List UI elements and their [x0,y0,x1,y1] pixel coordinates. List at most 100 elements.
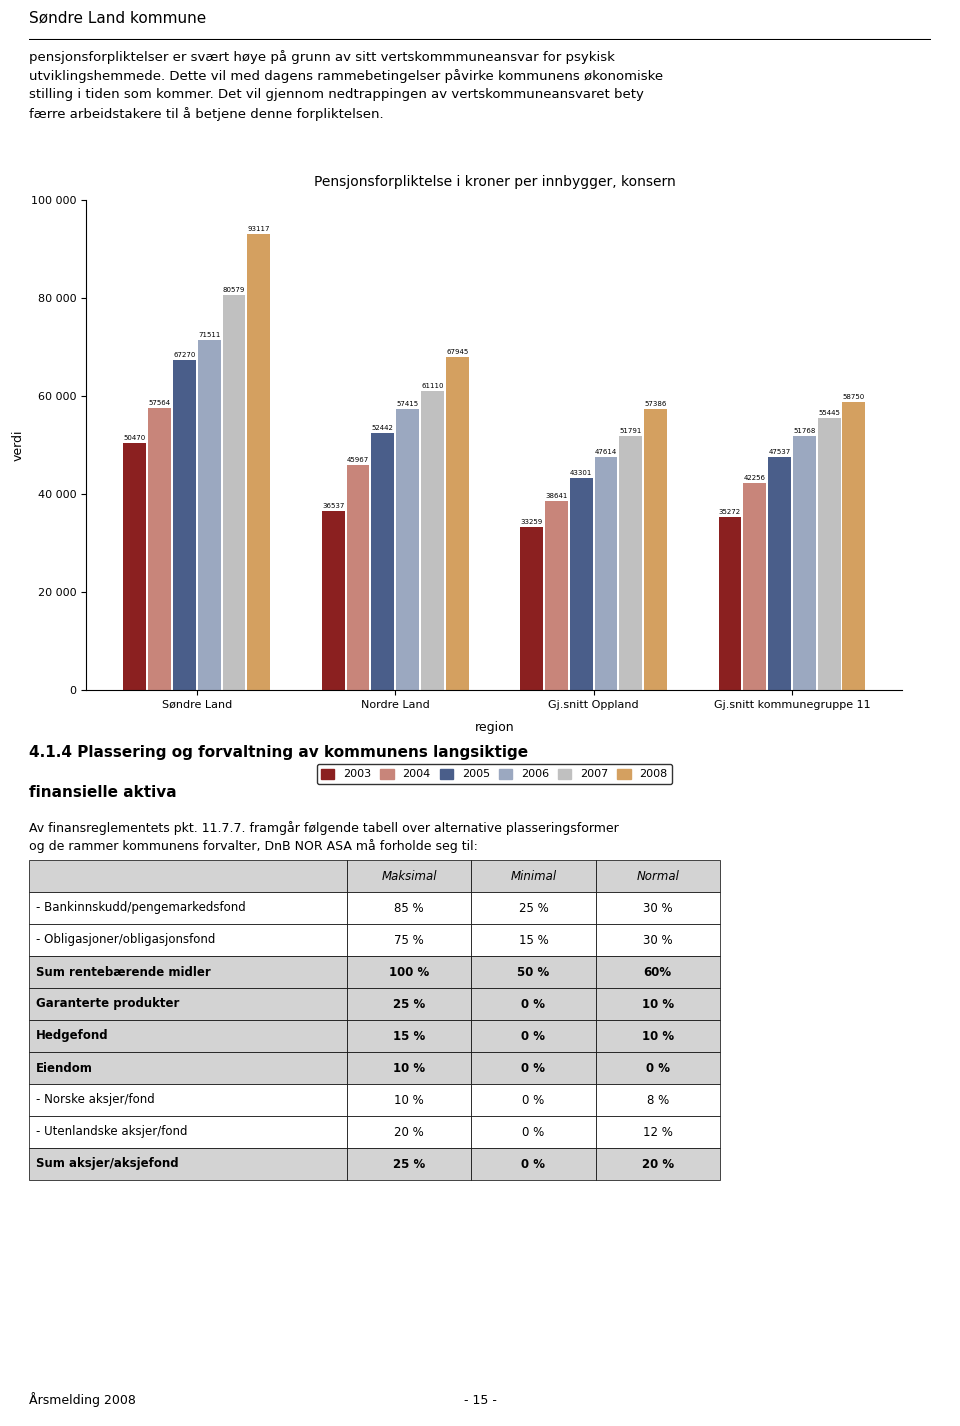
Bar [248,234,271,690]
Text: 80579: 80579 [223,287,245,294]
Bar [347,1148,471,1179]
Text: - Bankinnskudd/pengemarkedsfond: - Bankinnskudd/pengemarkedsfond [36,901,246,914]
Bar [396,409,419,690]
Text: Hedgefond: Hedgefond [36,1030,108,1042]
Text: Minimal: Minimal [511,870,557,883]
Text: 25 %: 25 % [393,998,425,1011]
Bar [595,1148,720,1179]
Legend: 2003, 2004, 2005, 2006, 2007, 2008: 2003, 2004, 2005, 2006, 2007, 2008 [317,764,672,784]
Bar [768,458,791,690]
Text: 10 %: 10 % [641,1030,674,1042]
Bar [347,1052,471,1084]
Text: 15 %: 15 % [393,1030,425,1042]
Bar [29,1020,347,1052]
Bar [471,1020,595,1052]
Text: Søndre Land kommune: Søndre Land kommune [29,10,206,26]
Bar [223,295,246,690]
Text: 25 %: 25 % [518,901,548,914]
Text: 0 %: 0 % [522,1094,544,1107]
Bar [843,402,865,690]
Text: 67270: 67270 [174,352,196,358]
Bar [644,409,667,690]
Text: 51768: 51768 [793,428,815,435]
Bar [347,465,370,690]
Bar [471,988,595,1020]
Text: 57415: 57415 [396,401,419,406]
Bar [595,893,720,924]
Bar [347,1117,471,1148]
Text: 15 %: 15 % [518,934,548,947]
Bar [570,478,592,690]
Bar [545,501,567,690]
Text: finansielle aktiva: finansielle aktiva [29,784,177,800]
Text: 71511: 71511 [198,332,221,338]
Text: 51791: 51791 [619,428,642,435]
Bar [743,483,766,690]
Bar [471,1052,595,1084]
Text: 33259: 33259 [520,519,542,525]
Bar [595,860,720,893]
Text: Maksimal: Maksimal [381,870,437,883]
Text: 50470: 50470 [124,435,146,441]
Bar [595,988,720,1020]
Text: Normal: Normal [636,870,680,883]
Title: Pensjonsforpliktelse i kroner per innbygger, konsern: Pensjonsforpliktelse i kroner per innbyg… [314,175,675,190]
Text: 52442: 52442 [372,425,394,431]
Text: 20 %: 20 % [641,1158,674,1171]
Text: 60%: 60% [644,965,672,978]
Text: 4.1.4 Plassering og forvaltning av kommunens langsiktige: 4.1.4 Plassering og forvaltning av kommu… [29,744,528,760]
X-axis label: region: region [474,720,515,734]
Bar [471,1084,595,1117]
Text: 25 %: 25 % [393,1158,425,1171]
Bar [471,893,595,924]
Bar [595,1020,720,1052]
Bar [471,955,595,988]
Bar [421,391,444,690]
Bar [347,988,471,1020]
Text: pensjonsforpliktelser er svært høye på grunn av sitt vertskommmuneansvar for psy: pensjonsforpliktelser er svært høye på g… [29,50,663,121]
Text: 0 %: 0 % [521,1061,545,1075]
Bar [347,1084,471,1117]
Text: 10 %: 10 % [395,1094,423,1107]
Bar [595,1117,720,1148]
Text: 30 %: 30 % [643,934,673,947]
Bar [520,528,543,690]
Text: Sum rentebærende midler: Sum rentebærende midler [36,965,210,978]
Text: Årsmelding 2008: Årsmelding 2008 [29,1393,135,1407]
Text: 0 %: 0 % [521,1030,545,1042]
Text: 57386: 57386 [644,401,667,406]
Bar [445,356,468,690]
Text: 12 %: 12 % [643,1125,673,1138]
Text: 35272: 35272 [719,509,741,515]
Bar [124,442,146,690]
Text: - Norske aksjer/fond: - Norske aksjer/fond [36,1094,155,1107]
Bar [322,511,345,690]
Bar [619,436,642,690]
Text: 93117: 93117 [248,225,270,232]
Text: 58750: 58750 [843,394,865,401]
Bar [471,860,595,893]
Text: 30 %: 30 % [643,901,673,914]
Bar [29,1148,347,1179]
Bar [347,893,471,924]
Text: 0 %: 0 % [646,1061,670,1075]
Bar [29,924,347,955]
Bar [198,339,221,690]
Bar [471,1148,595,1179]
Bar [594,456,617,690]
Text: - Utenlandske aksjer/fond: - Utenlandske aksjer/fond [36,1125,187,1138]
Bar [29,955,347,988]
Bar [471,924,595,955]
Text: - 15 -: - 15 - [464,1393,496,1406]
Bar [347,955,471,988]
Text: 61110: 61110 [421,382,444,389]
Bar [148,408,171,690]
Bar [595,1084,720,1117]
Text: 10 %: 10 % [393,1061,425,1075]
Text: 20 %: 20 % [395,1125,423,1138]
Bar [347,1020,471,1052]
Text: 55445: 55445 [818,411,840,416]
Bar [818,418,841,690]
Bar [595,924,720,955]
Text: 8 %: 8 % [647,1094,669,1107]
